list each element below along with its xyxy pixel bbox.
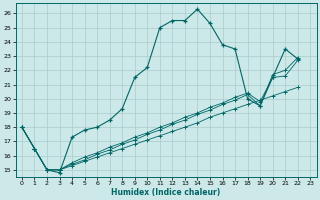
- X-axis label: Humidex (Indice chaleur): Humidex (Indice chaleur): [111, 188, 221, 197]
